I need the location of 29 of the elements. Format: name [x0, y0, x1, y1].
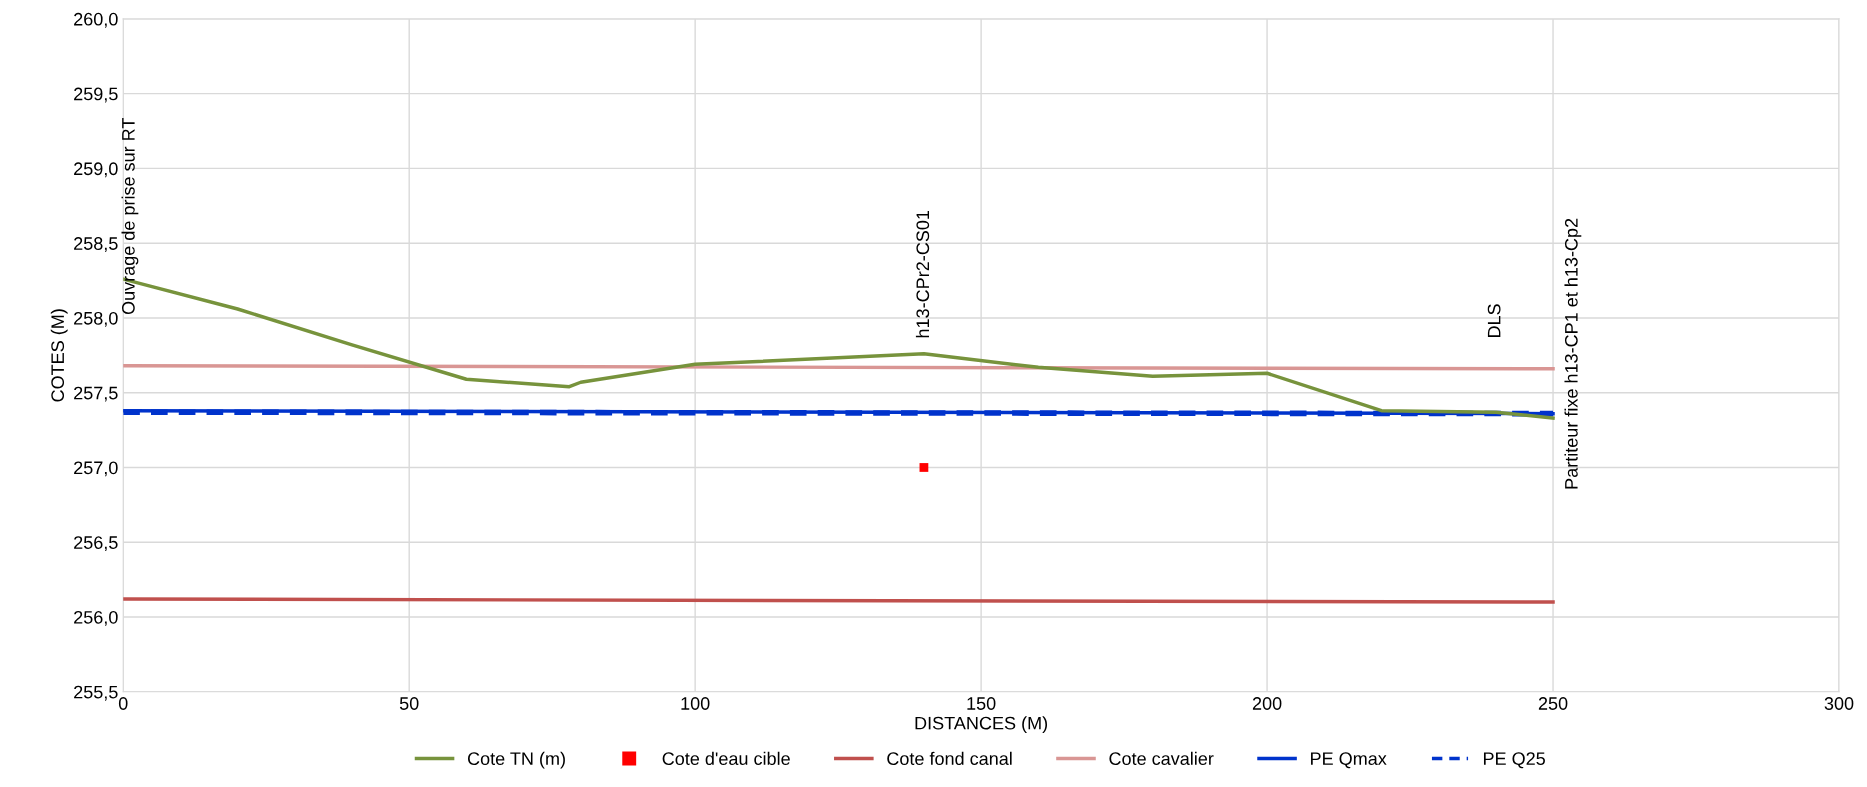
y-tick-label: 256,5: [74, 536, 118, 552]
annotation: Partiteur fixe h13-CP1 et h13-Cp2: [1564, 218, 1582, 489]
x-tick-label: 100: [681, 697, 710, 710]
legend-label: PE Q25: [1483, 752, 1545, 769]
x-tick-label: 150: [967, 697, 996, 710]
y-tick-label: 256,0: [74, 610, 118, 626]
x-tick-label: 250: [1538, 697, 1568, 710]
x-axis-title: DISTANCES (M): [915, 716, 1048, 734]
y-axis-title: COTES (M): [50, 309, 68, 402]
x-tick-label: 0: [118, 697, 128, 710]
y-tick-label: 257,5: [74, 386, 118, 402]
y-tick-label: 258,0: [74, 311, 118, 327]
x-tick-label: 50: [399, 697, 419, 710]
y-tick-label: 257,0: [74, 461, 118, 477]
y-tick-label: 259,5: [74, 87, 118, 103]
annotation: Ouvrage de prise sur RT: [121, 118, 139, 315]
legend-label: Cote fond canal: [887, 751, 1012, 766]
y-tick-label: 255,5: [74, 685, 118, 701]
annotation: DLS: [1487, 304, 1501, 338]
y-tick-label: 258,5: [74, 237, 118, 253]
x-tick-label: 300: [1824, 697, 1854, 710]
y-tick-label: 259,0: [74, 162, 118, 178]
legend-label: Cote cavalier: [1109, 751, 1214, 766]
legend-label: Cote TN (m): [467, 751, 565, 769]
legend-label: PE Qmax: [1311, 752, 1387, 769]
y-tick-label: 260,0: [74, 12, 118, 28]
annotation: h13-CPr2-CS01: [915, 210, 930, 338]
x-tick-label: 200: [1252, 697, 1282, 710]
legend-label: Cote d'eau cible: [662, 751, 790, 766]
